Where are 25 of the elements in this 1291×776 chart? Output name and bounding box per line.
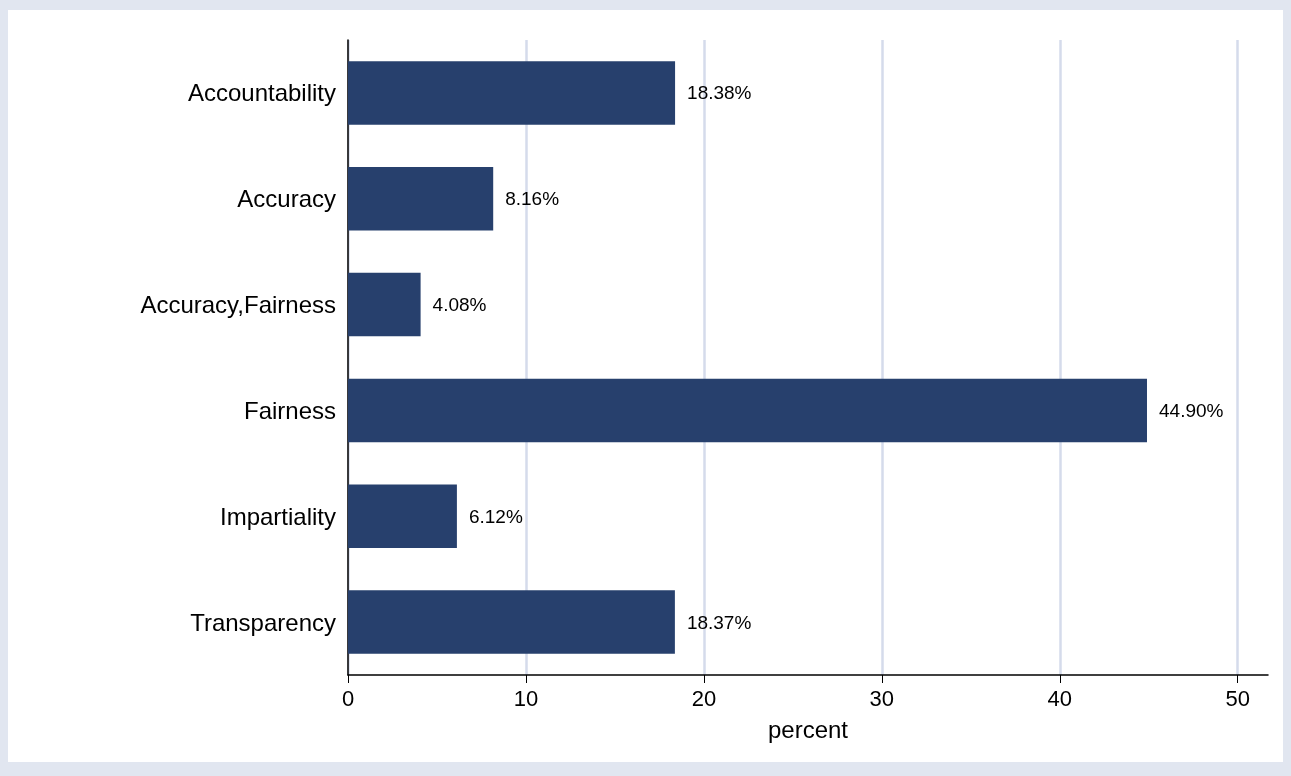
x-tick-label: 20 <box>691 685 717 711</box>
data-label: 4.08% <box>432 294 487 316</box>
y-tick-label: Fairness <box>243 396 336 424</box>
y-tick-label: Accuracy,Fairness <box>140 291 336 319</box>
bar <box>348 61 676 125</box>
y-tick-label: Accuracy <box>237 185 336 213</box>
bar <box>348 590 675 654</box>
y-tick-label: Impartiality <box>219 502 336 530</box>
y-tick-label: Accountability <box>187 79 336 107</box>
data-label: 6.12% <box>468 505 523 527</box>
x-tick-label: 0 <box>341 685 355 711</box>
x-tick-label: 40 <box>1047 685 1073 711</box>
bar <box>348 272 421 337</box>
data-label: 18.38% <box>687 82 752 104</box>
data-label: 44.90% <box>1158 399 1224 421</box>
x-tick-label: 50 <box>1225 685 1250 711</box>
data-label: 8.16% <box>505 188 560 210</box>
x-axis-title: percent <box>767 715 849 743</box>
y-tick-label: Transparency <box>190 608 336 636</box>
x-tick-label: 30 <box>869 685 895 711</box>
bar <box>348 167 494 231</box>
x-tick-label: 10 <box>513 685 539 711</box>
data-label: 18.37% <box>686 611 752 633</box>
bar <box>348 484 457 548</box>
bar <box>348 378 1147 443</box>
